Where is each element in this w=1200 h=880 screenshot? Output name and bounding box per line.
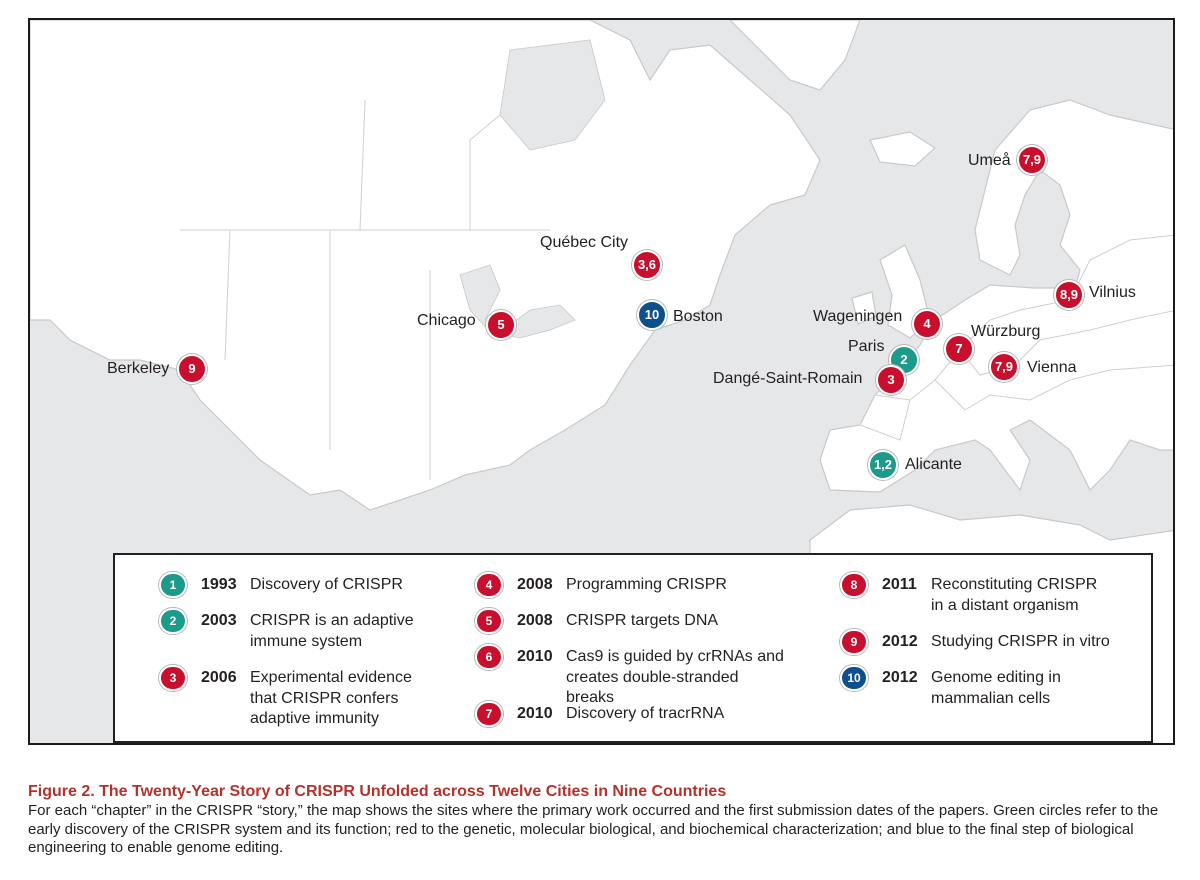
- legend-year: 2010: [517, 648, 553, 665]
- city-label-dang-saint-romain: Dangé-Saint-Romain: [713, 370, 863, 387]
- legend-marker: 8: [840, 572, 868, 598]
- legend-text: Discovery of CRISPR: [250, 576, 403, 593]
- map-frame: 7,9 Umeå 3,6 Québec City 8,9 Vilnius 10 Boston 5…: [28, 18, 1175, 745]
- legend-text: Reconstituting CRISPR in a distant organ…: [931, 576, 1098, 614]
- legend-text: Genome editing in mammalian cells: [931, 669, 1061, 707]
- legend-text: CRISPR targets DNA: [566, 612, 719, 629]
- legend-text: Programming CRISPR: [566, 576, 727, 593]
- legend-entry-10: 10 2012 Genome editing in mammalian cells: [840, 665, 1160, 738]
- legend-marker: 2: [159, 608, 187, 634]
- caption-text: For each “chapter” in the CRISPR “story,…: [28, 802, 1159, 856]
- legend-entry-7: 7 2010 Discovery of tracrRNA: [475, 701, 795, 743]
- legend-marker: 1: [159, 572, 187, 598]
- city-label-alicante: Alicante: [905, 456, 962, 473]
- legend-text: Experimental evidence that CRISPR confer…: [250, 669, 412, 727]
- legend-box: 1 1993 Discovery of CRISPR 2 2003 CRISPR is a…: [113, 553, 1153, 743]
- map-marker-alicante: 1,2: [868, 450, 898, 480]
- legend-year: 2012: [882, 669, 918, 686]
- city-label-boston: Boston: [673, 308, 723, 325]
- legend-year: 1993: [201, 576, 237, 593]
- legend-marker: 5: [475, 608, 503, 634]
- greenland-landmass: [729, 20, 861, 91]
- legend-entry-1: 1 1993 Discovery of CRISPR: [159, 572, 479, 645]
- legend-entry-9: 9 2012 Studying CRISPR in vitro: [840, 629, 1160, 702]
- caption-title: Figure 2. The Twenty-Year Story of CRISP…: [28, 783, 727, 800]
- legend-entry-5: 5 2008 CRISPR targets DNA: [475, 608, 795, 681]
- legend-entry-3: 3 2006 Experimental evidence that CRISPR c…: [159, 665, 479, 738]
- legend-year: 2008: [517, 612, 553, 629]
- map-marker-dang-saint-romain: 3: [876, 365, 906, 395]
- city-label-paris: Paris: [848, 338, 885, 355]
- figure-caption: Figure 2. The Twenty-Year Story of CRISP…: [28, 782, 1178, 858]
- legend-year: 2010: [517, 705, 553, 722]
- city-label-qu-bec-city: Québec City: [540, 234, 629, 251]
- city-label-w-rzburg: Würzburg: [971, 323, 1041, 340]
- map-marker-berkeley: 9: [177, 354, 207, 384]
- north-america-landmass: [30, 20, 821, 511]
- legend-marker: 6: [475, 644, 503, 670]
- map-marker-vienna: 7,9: [989, 352, 1019, 382]
- city-label-vienna: Vienna: [1027, 359, 1077, 376]
- iceland-landmass: [869, 131, 936, 167]
- legend-entry-2: 2 2003 CRISPR is an adaptive immune system: [159, 608, 479, 681]
- legend-entry-4: 4 2008 Programming CRISPR: [475, 572, 795, 645]
- map-marker-ume-: 7,9: [1017, 145, 1047, 175]
- legend-marker: 3: [159, 665, 187, 691]
- city-label-berkeley: Berkeley: [107, 360, 170, 377]
- legend-text: CRISPR is an adaptive immune system: [250, 612, 414, 650]
- legend-year: 2008: [517, 576, 553, 593]
- legend-text: Cas9 is guided by crRNAs and creates dou…: [566, 648, 784, 706]
- city-label-vilnius: Vilnius: [1089, 284, 1136, 301]
- map-marker-qu-bec-city: 3,6: [632, 250, 662, 280]
- map-marker-w-rzburg: 7: [944, 334, 974, 364]
- legend-text: Discovery of tracrRNA: [566, 705, 725, 722]
- legend-year: 2012: [882, 633, 918, 650]
- map-marker-chicago: 5: [486, 310, 516, 340]
- legend-year: 2011: [882, 576, 917, 593]
- legend-marker: 7: [475, 701, 503, 727]
- map-marker-boston: 10: [637, 300, 667, 330]
- legend-entry-6: 6 2010 Cas9 is guided by crRNAs and create…: [475, 644, 795, 717]
- city-label-ume-: Umeå: [968, 152, 1011, 169]
- city-label-wageningen: Wageningen: [813, 308, 903, 325]
- legend-marker: 4: [475, 572, 503, 598]
- legend-year: 2003: [201, 612, 237, 629]
- europe-landmass: [819, 99, 1173, 493]
- map-marker-wageningen: 4: [912, 309, 942, 339]
- map-marker-vilnius: 8,9: [1054, 280, 1084, 310]
- legend-text: Studying CRISPR in vitro: [931, 633, 1110, 650]
- legend-marker: 10: [840, 665, 868, 691]
- legend-entry-8: 8 2011 Reconstituting CRISPR in a distant …: [840, 572, 1160, 645]
- city-label-chicago: Chicago: [417, 312, 476, 329]
- legend-marker: 9: [840, 629, 868, 655]
- legend-year: 2006: [201, 669, 237, 686]
